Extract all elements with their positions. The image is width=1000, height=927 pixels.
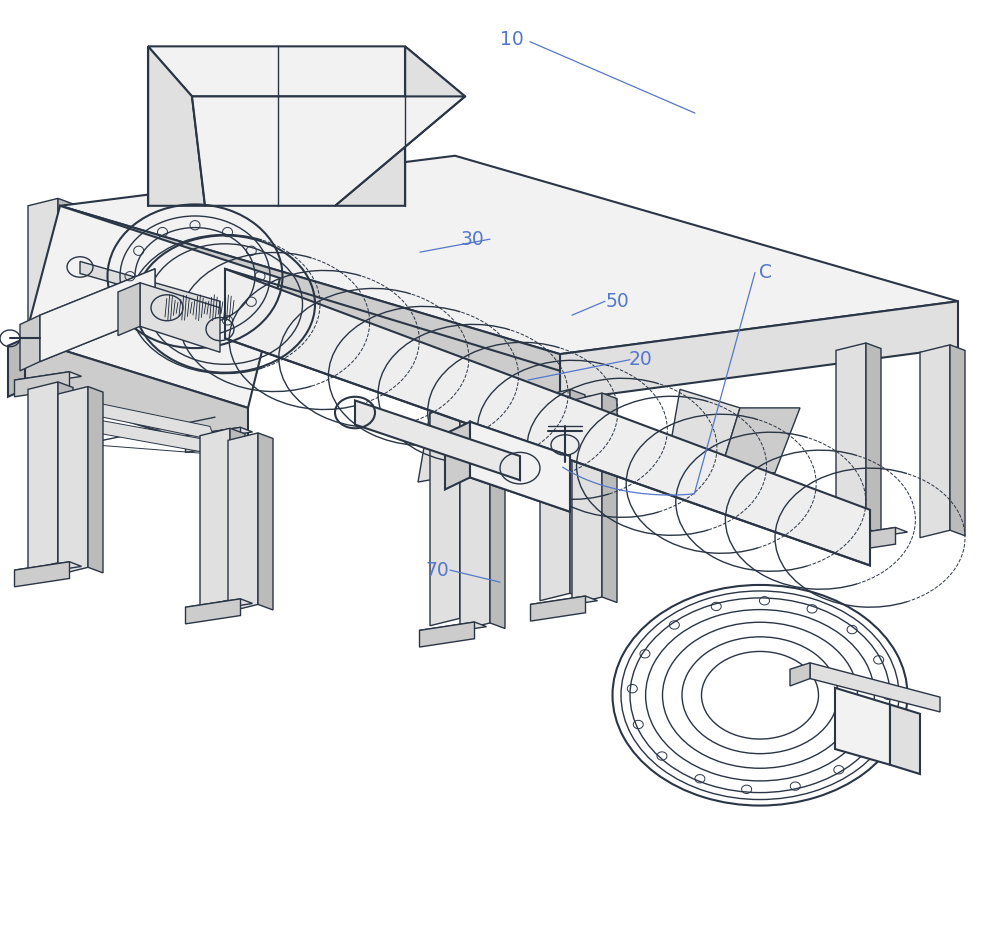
Polygon shape xyxy=(15,372,70,397)
Text: 20: 20 xyxy=(628,350,652,369)
Polygon shape xyxy=(186,599,240,624)
Polygon shape xyxy=(720,408,800,473)
Polygon shape xyxy=(460,405,475,624)
Polygon shape xyxy=(20,315,40,371)
Polygon shape xyxy=(15,372,82,385)
Polygon shape xyxy=(460,410,490,630)
Polygon shape xyxy=(470,422,570,512)
Polygon shape xyxy=(140,283,220,352)
Polygon shape xyxy=(490,410,505,629)
Polygon shape xyxy=(408,172,438,356)
Polygon shape xyxy=(230,261,245,434)
Polygon shape xyxy=(58,382,73,568)
Polygon shape xyxy=(531,596,586,621)
Polygon shape xyxy=(836,343,866,536)
Polygon shape xyxy=(335,46,465,206)
Polygon shape xyxy=(258,433,273,610)
Polygon shape xyxy=(118,283,140,336)
Polygon shape xyxy=(186,427,240,452)
Polygon shape xyxy=(186,599,252,612)
Polygon shape xyxy=(230,428,245,605)
Polygon shape xyxy=(88,387,103,573)
Text: 30: 30 xyxy=(460,230,484,248)
Text: 10: 10 xyxy=(500,31,524,49)
Polygon shape xyxy=(430,405,460,626)
Polygon shape xyxy=(28,198,58,382)
Polygon shape xyxy=(25,338,248,459)
Polygon shape xyxy=(890,705,920,774)
Text: C: C xyxy=(759,263,772,282)
Polygon shape xyxy=(920,345,950,538)
Text: 70: 70 xyxy=(425,561,449,579)
Polygon shape xyxy=(950,345,965,536)
Polygon shape xyxy=(32,408,215,454)
Polygon shape xyxy=(80,261,220,313)
Polygon shape xyxy=(790,663,810,686)
Polygon shape xyxy=(840,527,896,552)
Polygon shape xyxy=(28,382,58,570)
Polygon shape xyxy=(200,261,230,436)
Polygon shape xyxy=(228,433,258,612)
Polygon shape xyxy=(15,562,70,587)
Polygon shape xyxy=(470,380,560,496)
Polygon shape xyxy=(810,663,940,712)
Polygon shape xyxy=(148,46,205,206)
Polygon shape xyxy=(186,427,252,440)
Polygon shape xyxy=(445,422,470,489)
Polygon shape xyxy=(25,206,280,408)
Polygon shape xyxy=(835,688,890,765)
Polygon shape xyxy=(40,269,155,362)
Polygon shape xyxy=(192,96,465,206)
Polygon shape xyxy=(368,346,435,359)
Polygon shape xyxy=(380,169,410,352)
Polygon shape xyxy=(570,389,585,599)
Polygon shape xyxy=(668,389,740,473)
Polygon shape xyxy=(60,206,560,400)
Polygon shape xyxy=(60,156,958,354)
Polygon shape xyxy=(32,389,215,440)
Polygon shape xyxy=(531,596,598,609)
Polygon shape xyxy=(15,562,82,575)
Text: 50: 50 xyxy=(605,292,629,311)
Polygon shape xyxy=(148,46,465,96)
Polygon shape xyxy=(58,387,88,575)
Polygon shape xyxy=(225,269,870,565)
Polygon shape xyxy=(840,527,908,540)
Polygon shape xyxy=(410,169,425,350)
Polygon shape xyxy=(40,269,155,362)
Polygon shape xyxy=(470,422,570,512)
Polygon shape xyxy=(418,380,490,482)
Polygon shape xyxy=(420,622,487,635)
Polygon shape xyxy=(200,428,230,607)
Polygon shape xyxy=(355,400,520,480)
Polygon shape xyxy=(420,622,475,647)
Polygon shape xyxy=(438,172,453,354)
Polygon shape xyxy=(560,301,958,400)
Polygon shape xyxy=(58,198,73,380)
Polygon shape xyxy=(602,393,617,603)
Polygon shape xyxy=(572,393,602,604)
Polygon shape xyxy=(368,346,423,371)
Polygon shape xyxy=(8,338,25,397)
Polygon shape xyxy=(866,343,881,534)
Polygon shape xyxy=(540,389,570,601)
